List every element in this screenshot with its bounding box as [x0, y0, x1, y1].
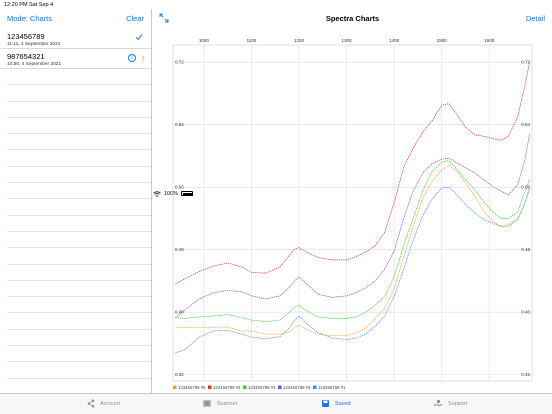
legend-swatch	[208, 385, 212, 389]
y-tick-label-right: 0.48	[521, 247, 530, 252]
list-item[interactable]: 987654321 10:50, 4 September 2021 i	[0, 49, 151, 69]
status-time: 12:20 PM	[4, 1, 28, 8]
tab-scanner[interactable]: Scanner	[202, 399, 238, 408]
list-item-title: 123456789	[7, 32, 45, 41]
plot-frame	[172, 44, 533, 382]
saved-icon	[322, 400, 329, 407]
legend-label: 123456789 #1	[318, 385, 346, 390]
series-line	[175, 62, 530, 285]
y-tick-label-left: 0.56	[175, 185, 184, 190]
mode-button[interactable]: Mode: Charts	[7, 14, 53, 23]
legend-swatch	[278, 385, 282, 389]
checkmark-icon	[135, 34, 143, 41]
y-tick-label-left: 0.72	[175, 60, 184, 65]
status-right: 100%	[153, 2, 552, 386]
battery-icon	[181, 191, 194, 196]
page-title: Spectra Charts	[325, 14, 380, 23]
chart-pane: Spectra Charts Detail 1000 1100 1200 1300 14…	[153, 9, 552, 393]
right-nav-bar: Spectra Charts Detail	[153, 9, 552, 29]
x-tick-label: 1300	[342, 38, 353, 43]
y-tick-label-right: 0.40	[521, 310, 530, 315]
y-tick-label-left: 0.32	[175, 372, 184, 377]
detail-button[interactable]: Detail	[525, 14, 545, 23]
y-tick-label-right: 0.72	[521, 60, 530, 65]
left-nav-bar: Mode: Charts Clear	[0, 9, 151, 29]
list-item-subtitle: 10:50, 4 September 2021	[7, 61, 62, 67]
legend-label: 123456789 #4	[283, 385, 311, 390]
expand-icon[interactable]	[159, 13, 169, 23]
support-icon	[433, 399, 443, 407]
scan-list-pane: Mode: Charts Clear 123456789 11:11, 4 Se…	[0, 9, 152, 393]
tab-support-label: Support	[448, 400, 468, 407]
tab-support[interactable]: Support	[433, 399, 467, 408]
battery-percent: 100%	[164, 190, 179, 197]
x-tick-label: 1500	[437, 38, 448, 43]
legend-swatch	[243, 385, 247, 389]
status-date: Sat Sep 4	[29, 1, 54, 8]
series-line	[175, 164, 530, 337]
y-tick-label-right: 0.32	[521, 372, 530, 377]
x-tick-label: 1100	[247, 38, 257, 43]
legend-label: 123456789 #3	[248, 385, 276, 390]
x-tick-label: 1000	[199, 38, 210, 43]
y-tick-label-left: 0.64	[175, 122, 184, 127]
y-tick-label-left: 0.40	[175, 310, 184, 315]
x-tick-label: 1600	[484, 38, 495, 43]
list-item-subtitle: 11:11, 4 September 2021	[7, 41, 61, 47]
series-line	[175, 186, 530, 354]
list-item[interactable]: 123456789 11:11, 4 September 2021	[0, 29, 151, 49]
wifi-icon	[153, 190, 161, 197]
status-bar: 12:20 PM Sat Sep 4 100%	[0, 0, 552, 197]
legend-swatch	[313, 385, 317, 389]
tab-saved-label: Saved	[335, 400, 351, 407]
x-tick-label: 1200	[294, 38, 305, 43]
legend-swatch	[173, 385, 177, 389]
list-item-title: 987654321	[7, 52, 45, 61]
chevron-right-icon	[141, 55, 145, 61]
series-line	[175, 134, 530, 318]
empty-rows	[0, 69, 151, 379]
tab-scanner-label: Scanner	[217, 400, 238, 407]
legend-label: 123456789 #5	[178, 385, 206, 390]
tab-bar: Account Scanner Saved Support	[0, 393, 552, 414]
tab-account-label: Account	[100, 400, 120, 407]
legend-label: 123456789 #4	[213, 385, 241, 390]
series-line	[175, 160, 530, 322]
tab-saved[interactable]: Saved	[321, 399, 351, 408]
y-tick-label-right: 0.56	[521, 185, 530, 190]
y-tick-label-right: 0.64	[521, 122, 530, 127]
scanner-icon	[203, 400, 211, 407]
spectra-chart: 1000 1100 1200 1300 1400 1500 1600 0.72 0.72 0.64…	[172, 38, 533, 390]
info-icon[interactable]: i	[128, 54, 136, 62]
clear-button[interactable]: Clear	[126, 14, 144, 23]
tab-account[interactable]: Account	[87, 399, 120, 408]
x-tick-label: 1400	[389, 38, 400, 43]
y-tick-label-left: 0.48	[175, 247, 184, 252]
account-icon	[87, 399, 95, 408]
